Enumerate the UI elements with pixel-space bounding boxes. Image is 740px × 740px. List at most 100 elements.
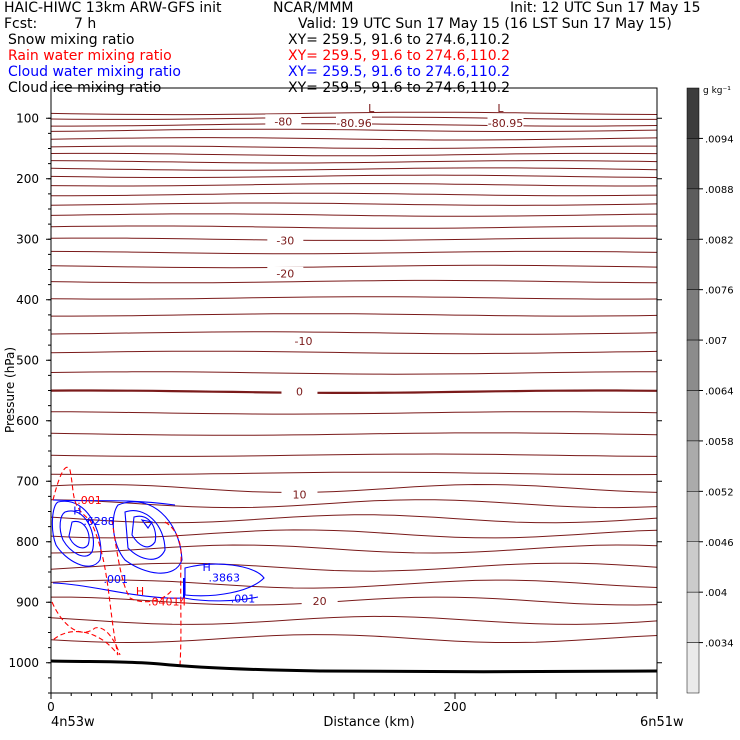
y-tick-label: 200 [16, 172, 39, 186]
isotherm-line [50, 279, 658, 284]
model-title: HAIC-HIWC 13km ARW-GFS init [4, 0, 222, 16]
x-axis-title: Distance (km) [323, 715, 414, 730]
temperature-contours [50, 111, 658, 644]
isotherm-line [50, 237, 658, 241]
isotherm-line [50, 453, 658, 457]
colorbar-swatch [686, 440, 700, 492]
isotherm-label: -20 [276, 268, 294, 281]
isotherm-label: -80.96 [336, 117, 371, 130]
cloud-water-contour [124, 510, 166, 560]
isotherm-label: -30 [276, 234, 294, 247]
y-tick-label: 600 [16, 414, 39, 428]
isotherm-line [50, 250, 658, 255]
colorbar-swatch [686, 138, 700, 190]
isotherm-line [50, 615, 658, 625]
isotherm-line [50, 529, 658, 539]
contour-value-label: .001 [231, 592, 256, 605]
isotherm-line [50, 296, 658, 300]
colorbar-swatch [686, 289, 700, 341]
cloud-water-contour [51, 500, 102, 567]
cloud-water-contour [52, 499, 176, 506]
x-tick-label: 0 [47, 700, 55, 714]
colorbar-swatch [686, 541, 700, 593]
colorbar-tick-label: .007 [705, 336, 727, 347]
rain-water-contour [51, 601, 121, 656]
isotherm-line [50, 350, 658, 355]
isotherm-label: -80.95 [488, 117, 523, 130]
extremum-label: L [497, 102, 504, 115]
colorbar-tick-label: .0034 [705, 639, 734, 650]
cloud-water-contour [59, 510, 94, 557]
colorbar-unit: g kg⁻¹ [703, 86, 731, 96]
forecast-hours: 7 h [74, 16, 97, 32]
extremum-label: H [203, 561, 211, 574]
isotherm-line [50, 483, 658, 494]
isotherm-line [50, 411, 658, 415]
isotherm-line [50, 213, 658, 217]
cloud-water-contour [68, 520, 90, 549]
field-range-snow: XY= 259.5, 91.6 to 274.6,110.2 [288, 32, 511, 48]
colorbar-tick-label: .0088 [705, 185, 734, 196]
isotherm-line [50, 160, 658, 164]
isotherm-label-bg [487, 116, 524, 130]
isotherm-line [50, 544, 658, 554]
field-name-snow: Snow mixing ratio [8, 32, 135, 48]
rain-water-contour [111, 519, 173, 603]
y-axis-title: Pressure (hPa) [3, 347, 17, 433]
isotherm-line [50, 137, 658, 141]
isotherm-line [50, 432, 658, 436]
terrain-line [50, 659, 658, 674]
extremum-label: .001 [77, 494, 102, 507]
isotherm-line [50, 371, 657, 375]
isotherm-line [50, 389, 658, 394]
extremum-label: H [73, 505, 81, 518]
colorbar-tick-label: .0094 [705, 134, 734, 145]
colorbar: .0094 .0088 .0082 .0076 .007 .0064 .0058 .0052.… [686, 86, 734, 694]
isotherm-line [50, 152, 658, 157]
x-axis: 0 200 [47, 693, 658, 714]
center-name: NCAR/MMM [273, 0, 354, 16]
field-range-rain: XY= 259.5, 91.6 to 274.6,110.2 [288, 48, 511, 64]
terrain-line [50, 659, 658, 674]
cloud-water-contour [140, 519, 153, 529]
extremum-label: .04014 [148, 595, 187, 608]
isotherm-label-bg [281, 487, 318, 501]
isotherm-label: 20 [313, 595, 327, 608]
isotherm-line [50, 471, 658, 476]
isotherm-label-bg [336, 116, 372, 130]
colorbar-swatch [686, 491, 700, 543]
init-time: Init: 12 UTC Sun 17 May 15 [510, 0, 701, 16]
extremum-label: .6288 [83, 515, 115, 528]
colorbar-swatch [686, 390, 700, 442]
end-point-label: 6n51w [640, 715, 684, 730]
colorbar-tick-label: .0076 [705, 286, 734, 297]
isotherm-line [50, 499, 658, 509]
colorbar-tick-label: .0058 [705, 437, 734, 448]
isotherm-line [50, 183, 658, 187]
isotherm-label: 10 [292, 489, 306, 502]
isotherm-line [50, 264, 658, 269]
isotherm-label-bg [301, 594, 338, 608]
y-tick-label: 400 [16, 293, 39, 307]
isotherm-line [50, 145, 657, 149]
colorbar-tick-label: .0064 [705, 387, 734, 398]
y-tick-label: 300 [16, 232, 39, 246]
isotherm-line [50, 634, 658, 644]
field-name-cloud-water: Cloud water mixing ratio [8, 64, 181, 80]
isotherm-line [50, 111, 658, 116]
isotherm-line [51, 192, 658, 197]
isotherm-line [50, 562, 658, 572]
y-tick-label: 1000 [8, 656, 39, 670]
cloud-water-contour [131, 515, 157, 548]
colorbar-swatch [686, 642, 700, 694]
y-tick-label: 700 [16, 474, 39, 488]
y-tick-label: 800 [16, 535, 39, 549]
colorbar-tick-label: .004 [705, 588, 727, 599]
y-tick-label: 100 [16, 111, 39, 125]
field-range-cloud-water: XY= 259.5, 91.6 to 274.6,110.2 [288, 64, 511, 80]
isotherm-label: -10 [295, 335, 313, 348]
colorbar-swatch [686, 239, 700, 290]
